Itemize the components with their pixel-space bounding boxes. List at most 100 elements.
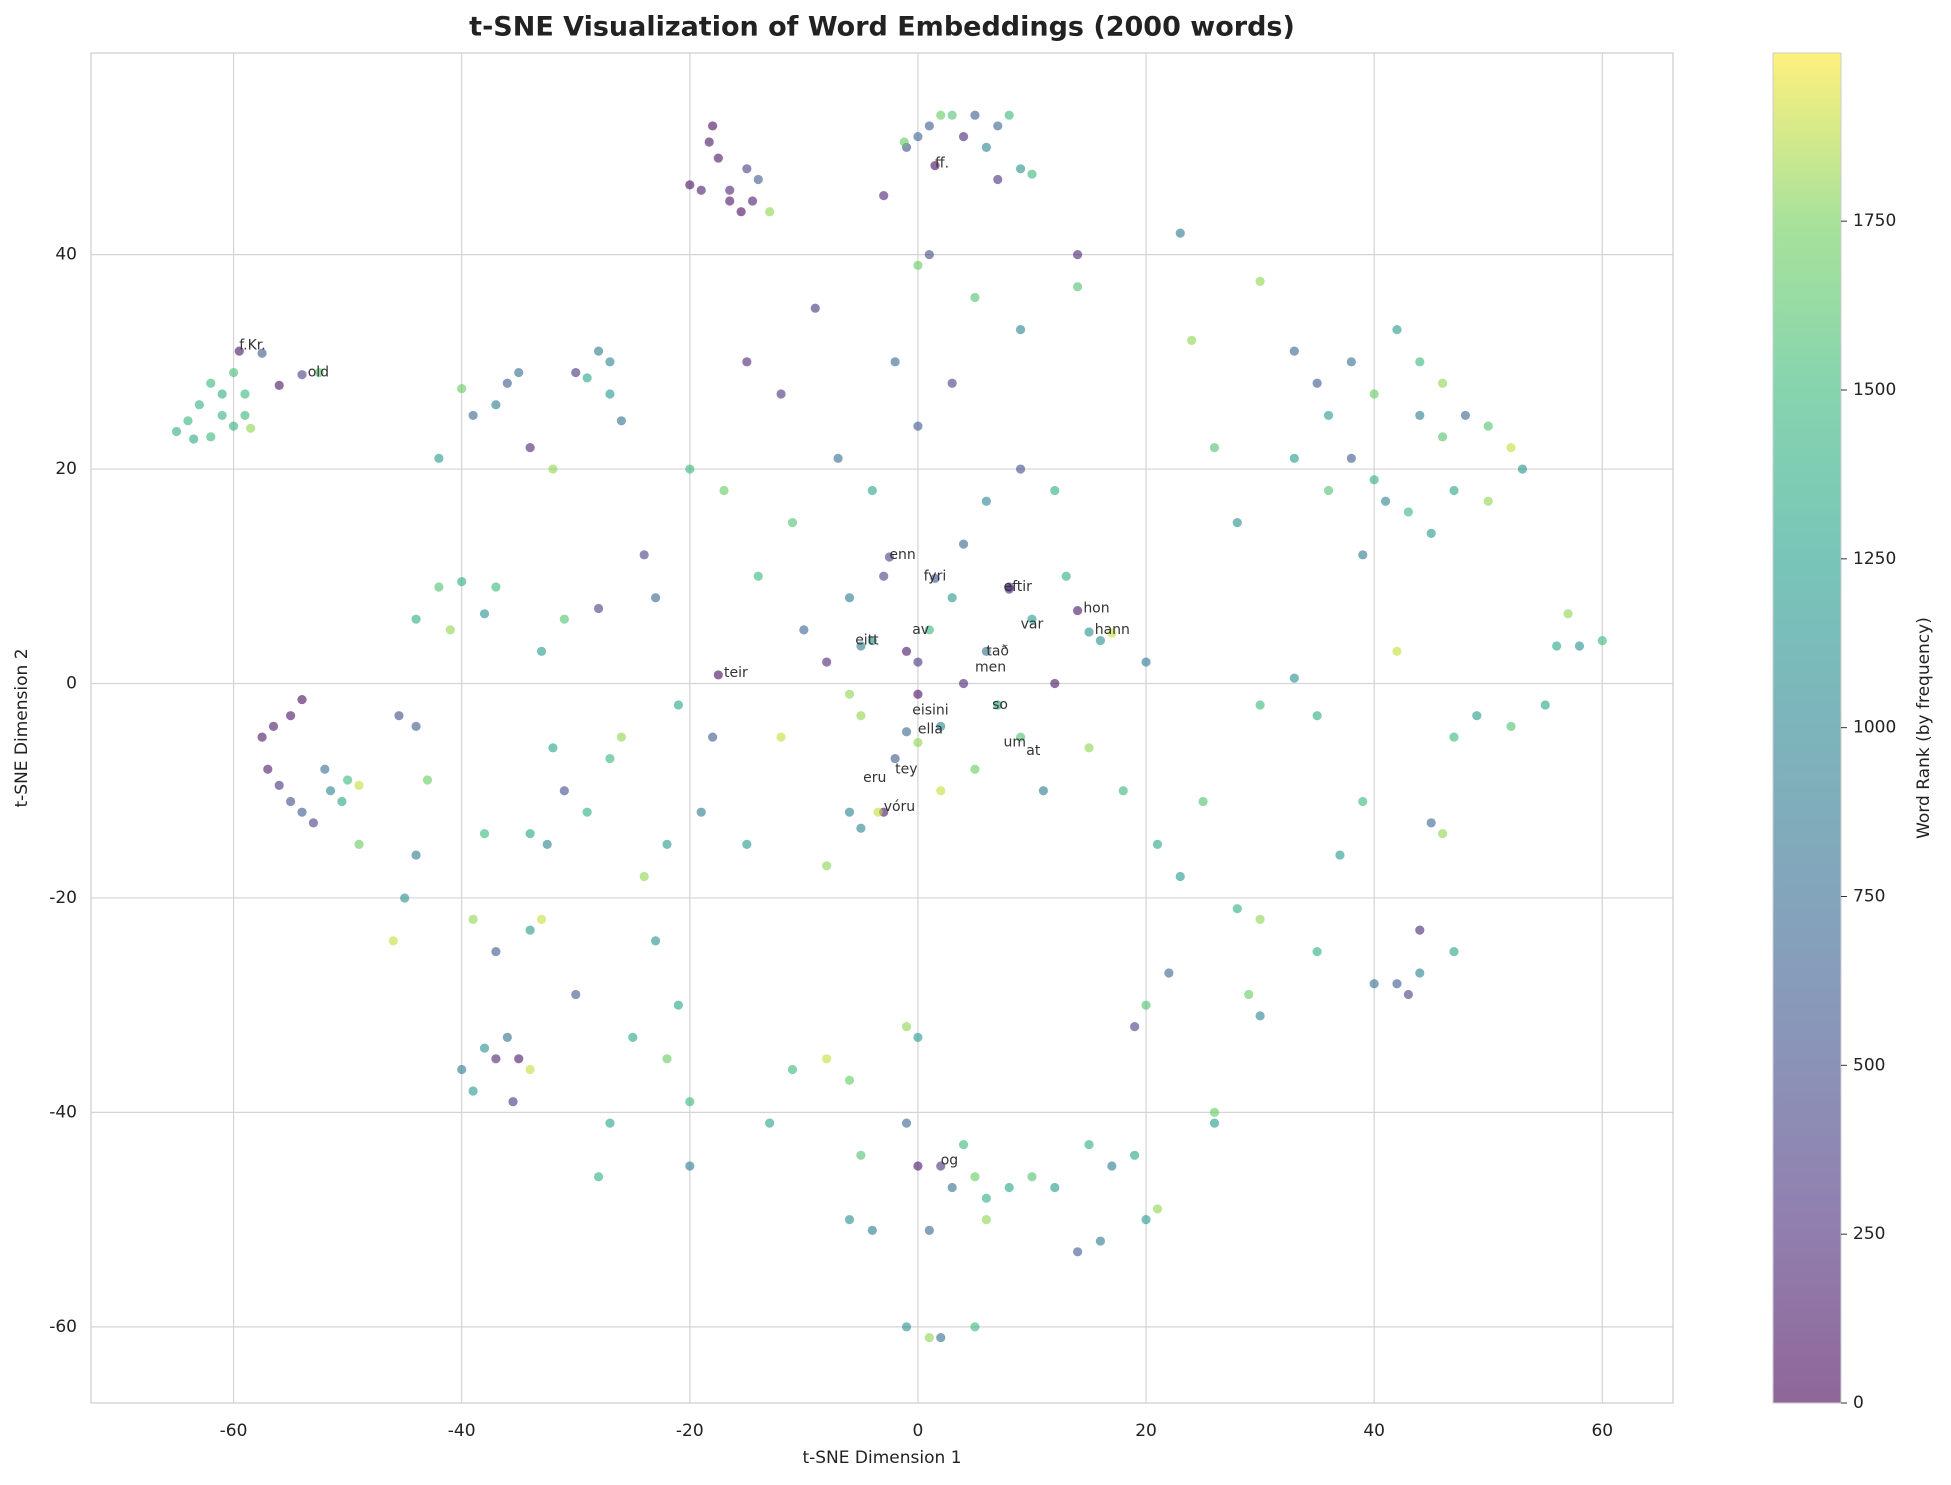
point xyxy=(468,1086,478,1096)
point xyxy=(343,775,353,785)
point xyxy=(1597,636,1607,646)
point xyxy=(970,110,980,120)
point xyxy=(913,132,923,142)
point xyxy=(479,609,490,619)
point xyxy=(844,593,855,603)
point xyxy=(1050,1182,1060,1193)
point xyxy=(1232,518,1242,528)
point xyxy=(183,416,193,426)
point xyxy=(708,121,718,131)
point xyxy=(1107,628,1117,638)
annotation: eitt xyxy=(855,633,879,649)
y-tick-label: 0 xyxy=(66,674,77,694)
point xyxy=(536,914,547,925)
point xyxy=(297,807,307,817)
point xyxy=(194,400,204,410)
point xyxy=(605,753,615,764)
point xyxy=(548,464,558,474)
point xyxy=(1107,1161,1117,1171)
annotation: hann xyxy=(1095,622,1130,638)
point xyxy=(1403,989,1413,1000)
point xyxy=(1369,475,1379,485)
point xyxy=(536,646,547,656)
point xyxy=(320,764,330,774)
point xyxy=(958,678,969,689)
point xyxy=(514,1054,524,1064)
point xyxy=(1323,410,1334,421)
point xyxy=(548,743,558,753)
point xyxy=(930,160,940,171)
annotation: teir xyxy=(724,665,748,681)
point xyxy=(1073,282,1083,292)
point xyxy=(725,196,735,206)
point xyxy=(297,694,307,705)
point xyxy=(1552,641,1562,651)
point xyxy=(822,861,832,871)
point xyxy=(502,1032,512,1042)
point xyxy=(1460,410,1471,421)
point xyxy=(1209,1118,1220,1128)
point xyxy=(1084,627,1094,637)
chart-title: t-SNE Visualization of Word Embeddings (… xyxy=(469,12,1295,43)
point xyxy=(434,582,444,592)
point xyxy=(981,646,991,656)
point xyxy=(171,426,182,437)
point xyxy=(947,110,957,120)
point xyxy=(491,946,501,957)
point xyxy=(913,1161,923,1171)
point xyxy=(924,1225,934,1235)
annotation: var xyxy=(1021,617,1044,633)
point xyxy=(559,614,569,624)
point xyxy=(753,174,763,185)
point xyxy=(924,249,934,260)
point xyxy=(787,518,798,528)
point xyxy=(879,191,889,201)
grid: -60 -40 -20 0 20 40 60 -60 -40 -20 0 20 40 xyxy=(49,52,1674,1441)
point xyxy=(1358,550,1368,560)
point xyxy=(1346,357,1356,367)
point xyxy=(240,389,250,399)
point xyxy=(411,721,421,731)
annotation: eisini xyxy=(912,702,948,718)
point xyxy=(873,807,883,817)
point xyxy=(508,1097,518,1107)
point xyxy=(525,1064,535,1075)
point xyxy=(799,625,809,635)
point xyxy=(776,732,786,742)
point xyxy=(662,1054,672,1064)
point xyxy=(525,829,535,839)
point xyxy=(228,421,239,431)
point xyxy=(1118,786,1128,796)
point xyxy=(993,174,1003,185)
point xyxy=(1015,325,1026,335)
point xyxy=(947,378,957,388)
colorbar: 0 250 500 750 1000 1250 1500 1750 xyxy=(1772,52,1896,1413)
point xyxy=(810,303,820,313)
point xyxy=(765,207,775,217)
point xyxy=(867,485,877,496)
point xyxy=(1289,453,1299,463)
point xyxy=(1540,700,1550,710)
point xyxy=(1152,839,1163,849)
point xyxy=(1392,646,1402,656)
point xyxy=(1312,711,1322,721)
point xyxy=(685,1097,695,1107)
point xyxy=(1392,979,1402,989)
point xyxy=(1506,442,1516,453)
point xyxy=(673,700,684,710)
x-tick-label: -60 xyxy=(220,1421,248,1441)
point xyxy=(856,1150,866,1160)
point xyxy=(1312,946,1322,957)
annotation: old xyxy=(308,365,329,381)
point xyxy=(616,732,626,742)
point xyxy=(1506,721,1516,731)
point xyxy=(1004,110,1014,120)
y-tick-label: -60 xyxy=(49,1317,77,1337)
point xyxy=(1175,871,1185,882)
point xyxy=(325,786,336,796)
point xyxy=(1517,464,1528,474)
point xyxy=(1073,605,1083,616)
x-tick-label: 60 xyxy=(1591,1421,1613,1441)
point xyxy=(628,1032,638,1042)
